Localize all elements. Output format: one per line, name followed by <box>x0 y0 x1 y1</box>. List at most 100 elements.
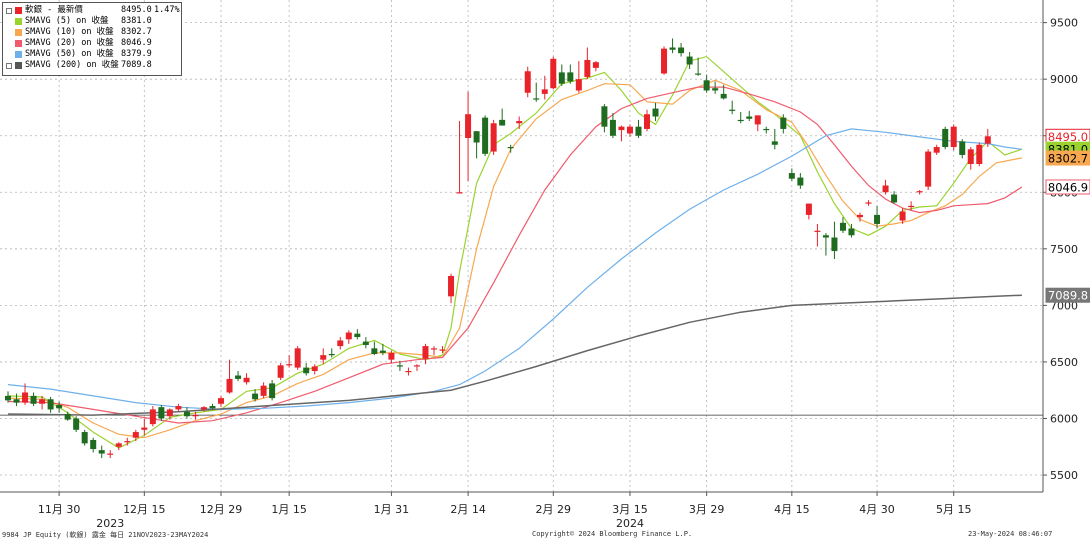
candle-body <box>413 365 420 367</box>
chart-legend: 軟銀 - 最新價 8495.0 1.47% SMAVG (5) on 收盤 83… <box>2 2 182 76</box>
candle-body <box>107 453 114 455</box>
candle-body <box>388 352 395 360</box>
candle <box>524 66 531 98</box>
candle-body <box>320 355 327 360</box>
legend-swatch <box>15 7 22 14</box>
candle <box>175 403 182 412</box>
candle <box>601 104 608 133</box>
candle <box>550 56 557 90</box>
price-tag: 8302.7 <box>1045 150 1090 166</box>
candle-body <box>507 147 514 149</box>
candle <box>618 125 625 142</box>
x-tick-label: 2月 14 <box>450 503 486 516</box>
candle-body <box>652 108 659 117</box>
candle-body <box>839 222 846 231</box>
candle-body <box>635 126 642 136</box>
candle <box>661 46 668 75</box>
candle-body <box>857 214 863 218</box>
candle-body <box>592 62 599 68</box>
candle <box>39 395 46 410</box>
candle-body <box>39 399 46 404</box>
candle-body <box>448 275 455 297</box>
candle <box>22 383 29 405</box>
candle <box>609 113 616 138</box>
candle-body <box>908 205 915 208</box>
candle <box>839 217 846 233</box>
candle <box>729 100 736 115</box>
candle-body <box>13 399 20 403</box>
candle-body <box>482 117 489 154</box>
candle <box>30 392 37 407</box>
footer-copyright: Copyright© 2024 Bloomberg Finance L.P. <box>532 530 693 538</box>
candle-body <box>5 395 11 401</box>
candle-body <box>754 115 761 125</box>
y-tick-label: 6000 <box>1050 412 1078 425</box>
candle-body <box>422 346 429 359</box>
candle <box>635 119 642 138</box>
candle-body <box>73 418 80 430</box>
candle <box>64 411 71 421</box>
candle <box>669 38 676 54</box>
candle-body <box>303 367 310 374</box>
legend-entry: SMAVG (10) on 收盤 8302.7 <box>3 27 179 38</box>
legend-value: 8379.9 <box>121 49 152 59</box>
candle <box>959 139 966 159</box>
candle-body <box>575 79 582 91</box>
x-tick-label: 12月 29 <box>200 503 243 516</box>
price-tag-box <box>1045 150 1090 166</box>
candle-body <box>882 185 889 193</box>
legend-swatch <box>15 18 22 25</box>
candle-body <box>439 349 446 351</box>
legend-label: SMAVG (20) on 收盤 <box>25 38 114 48</box>
legend-swatch <box>15 40 22 47</box>
candle <box>260 382 267 399</box>
legend-entry: SMAVG (50) on 收盤 8379.9 <box>3 49 179 60</box>
x-tick-label: 1月 31 <box>374 503 410 516</box>
candle-body <box>286 364 293 366</box>
candle-body <box>967 149 974 164</box>
legend-label: SMAVG (5) on 收盤 <box>25 16 109 26</box>
legend-value: 8495.0 <box>121 5 152 15</box>
candle-body <box>831 237 838 252</box>
candle-body <box>567 72 574 82</box>
price-tag-label: 8302.7 <box>1048 152 1088 166</box>
candle-body <box>550 58 557 89</box>
candle <box>73 416 80 433</box>
candle <box>507 144 514 153</box>
x-tick-label: 3月 29 <box>689 503 725 516</box>
legend-drag-handle[interactable] <box>6 8 12 14</box>
candle-body <box>618 126 625 131</box>
candle-layer <box>5 38 991 459</box>
candle <box>379 343 386 356</box>
candle <box>431 346 437 356</box>
candle-body <box>848 228 855 236</box>
candle-body <box>746 116 753 119</box>
candle <box>456 121 463 194</box>
candle-body <box>141 427 148 430</box>
candle <box>882 179 889 195</box>
candle <box>81 429 88 446</box>
candle-body <box>371 348 378 355</box>
candle-body <box>609 119 616 136</box>
candle-body <box>499 119 506 126</box>
candle <box>763 126 770 134</box>
legend-drag-handle[interactable] <box>6 63 12 69</box>
candle <box>448 273 455 304</box>
candle-body <box>533 98 540 100</box>
year-label: 2023 <box>96 517 124 530</box>
candle-body <box>814 230 821 232</box>
candle <box>345 330 352 344</box>
candle <box>218 395 224 408</box>
candle-body <box>81 432 88 444</box>
candle <box>473 131 480 159</box>
candle <box>720 84 727 100</box>
candle-body <box>558 72 565 84</box>
candle-body <box>490 123 497 152</box>
candle <box>967 147 974 170</box>
candle-body <box>243 377 250 383</box>
price-tag-label: 8495.0 <box>1048 130 1088 144</box>
candle <box>192 411 199 420</box>
candle <box>47 396 54 413</box>
